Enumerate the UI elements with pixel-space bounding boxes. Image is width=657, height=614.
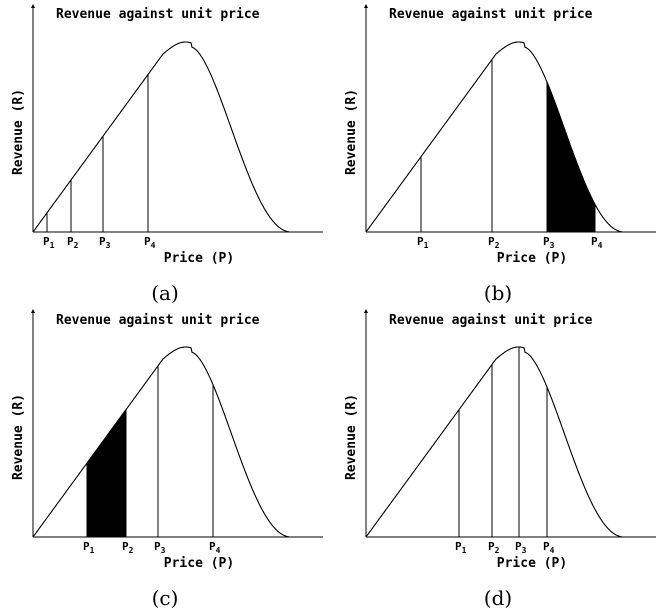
marker-label-p3: P3	[154, 540, 166, 555]
y-axis-arrow	[364, 309, 368, 313]
marker-label-p2: P2	[122, 540, 134, 555]
marker-label-p3: P3	[99, 235, 111, 250]
y-axis-arrow	[364, 4, 368, 8]
marker-label-p4: P4	[591, 235, 603, 250]
chart-title: Revenue against unit price	[56, 313, 260, 328]
marker-label-p3: P3	[515, 540, 527, 555]
revenue-curve	[32, 346, 291, 538]
chart-title: Revenue against unit price	[389, 7, 593, 22]
chart-title: Revenue against unit price	[56, 7, 260, 22]
y-axis-label: Revenue (R)	[11, 394, 26, 480]
marker-label-p2: P2	[488, 540, 500, 555]
panel-caption: (c)	[152, 586, 179, 610]
chart-title: Revenue against unit price	[389, 313, 593, 328]
panel-caption: (d)	[484, 586, 512, 610]
marker-label-p2: P2	[67, 235, 79, 250]
panel-b: P1 P2 P3 P4 Revenue against unit price Revenu…	[344, 4, 656, 305]
marker-label-p1: P1	[43, 235, 55, 250]
marker-label-p1: P1	[83, 540, 95, 555]
marker-label-p2: P2	[488, 235, 500, 250]
panel-c: P1 P2 P3 P4 Revenue against unit price Revenu…	[11, 309, 323, 610]
shaded-area	[546, 81, 596, 233]
revenue-curve	[365, 41, 624, 233]
revenue-curve	[32, 41, 291, 233]
marker-label-p1: P1	[455, 540, 467, 555]
revenue-curve	[365, 346, 624, 538]
x-axis-label: Price (P)	[164, 556, 234, 571]
panel-caption: (a)	[151, 281, 179, 305]
panel-a: P1 P2 P3 P4 Revenue against unit price Revenu…	[11, 4, 323, 305]
y-axis-label: Revenue (R)	[344, 89, 359, 175]
y-axis-label: Revenue (R)	[344, 394, 359, 480]
panel-caption: (b)	[484, 281, 512, 305]
y-axis-arrow	[31, 309, 35, 313]
marker-label-p4: P4	[209, 540, 221, 555]
marker-label-p3: P3	[543, 235, 555, 250]
x-axis-label: Price (P)	[497, 556, 567, 571]
x-axis-label: Price (P)	[164, 251, 234, 266]
shaded-area	[86, 408, 127, 538]
panel-d: P1 P2 P3 P4 Revenue against unit price Revenu…	[344, 309, 656, 610]
y-axis-arrow	[31, 4, 35, 8]
marker-label-p1: P1	[417, 235, 429, 250]
x-axis-label: Price (P)	[497, 251, 567, 266]
marker-label-p4: P4	[144, 235, 156, 250]
y-axis-label: Revenue (R)	[11, 89, 26, 175]
marker-label-p4: P4	[543, 540, 555, 555]
